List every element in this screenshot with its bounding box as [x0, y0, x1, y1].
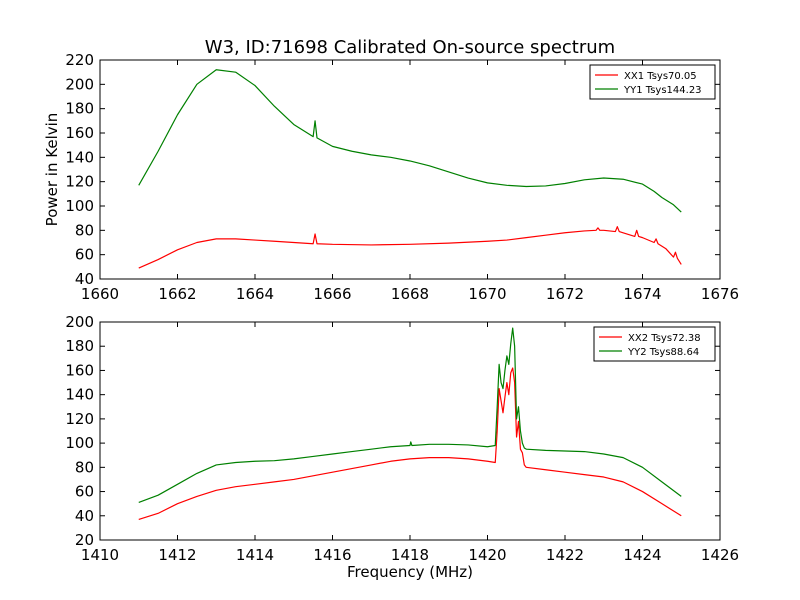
panel-2-xtick-label: 1418 [391, 546, 429, 564]
panel-1-ytick-label: 100 [65, 197, 94, 215]
panel-2-xtick-label: 1426 [701, 546, 739, 564]
panel-2-ytick-label: 140 [65, 386, 94, 404]
panel-2-series-1-line [138, 367, 682, 520]
panel-2-ytick-label: 20 [75, 531, 94, 549]
panel-1-ytick-label: 200 [65, 75, 94, 93]
panel-1-xtick-label: 1660 [81, 285, 119, 303]
panel-1-series-2-line [138, 69, 682, 213]
panel-2-xtick-label: 1420 [468, 546, 506, 564]
panel-1-ytick-label: 40 [75, 270, 94, 288]
panel-2-ytick-label: 120 [65, 410, 94, 428]
panel-2-legend: XX2 Tsys72.38 YY2 Tsys88.64 [593, 326, 716, 362]
panel-1-xtick-label: 1668 [391, 285, 429, 303]
panel-2-ytick-label: 80 [75, 458, 94, 476]
panel-1-ytick-label: 120 [65, 173, 94, 191]
panel-2-ytick-label: 100 [65, 434, 94, 452]
panel-2-ytick-label: 160 [65, 361, 94, 379]
panel-2-x-axis-label: Frequency (MHz) [347, 563, 473, 581]
panel-1-xtick-label: 1674 [623, 285, 661, 303]
panel-1-xtick-label: 1662 [158, 285, 196, 303]
panel-2-ytick-label: 200 [65, 313, 94, 331]
panel-1-xtick-label: 1670 [468, 285, 506, 303]
panel-2-legend-label-2: YY2 Tsys88.64 [627, 347, 699, 358]
panel-2: 1410 1412 1414 1416 1418 1420 1422 1424 1426 20 40… [65, 313, 739, 581]
panel-1-legend-label-2: YY1 Tsys144.23 [623, 85, 702, 96]
panel-2-xtick-label: 1410 [81, 546, 119, 564]
panel-2-series-2-line [138, 327, 682, 504]
panel-2-ytick-label: 40 [75, 507, 94, 525]
panel-1-series-1-line [138, 226, 682, 269]
panel-1-legend-box [589, 64, 716, 100]
panel-2-legend-box [593, 326, 716, 362]
panel-2-legend-label-1: XX2 Tsys72.38 [628, 333, 701, 344]
panel-1-xtick-label: 1664 [236, 285, 274, 303]
panel-2-xtick-label: 1416 [313, 546, 351, 564]
panel-1-xtick-label: 1666 [313, 285, 351, 303]
panel-1-ytick-label: 80 [75, 221, 94, 239]
panel-2-xtick-label: 1424 [623, 546, 661, 564]
panel-1: 1660 1662 1664 1666 1668 1670 1672 1674 1676 40 60… [43, 51, 739, 303]
chart-title: W3, ID:71698 Calibrated On-source spectr… [205, 37, 615, 58]
panel-1-ytick-label: 220 [65, 51, 94, 69]
panel-1-y-axis-label: Power in Kelvin [43, 113, 61, 227]
panel-1-legend-label-1: XX1 Tsys70.05 [624, 71, 697, 82]
panels: 1660 1662 1664 1666 1668 1670 1672 1674 1676 40 60… [43, 51, 739, 581]
panel-1-ytick-label: 60 [75, 246, 94, 264]
panel-2-ytick-label: 180 [65, 337, 94, 355]
panel-1-xtick-label: 1676 [701, 285, 739, 303]
panel-2-xtick-label: 1422 [546, 546, 584, 564]
panel-2-ytick-label: 60 [75, 483, 94, 501]
panel-1-legend: XX1 Tsys70.05 YY1 Tsys144.23 [589, 64, 716, 100]
panel-2-xtick-label: 1412 [158, 546, 196, 564]
panel-1-ytick-label: 180 [65, 100, 94, 118]
panel-2-xtick-label: 1414 [236, 546, 274, 564]
panel-1-ytick-label: 140 [65, 148, 94, 166]
panel-1-ytick-label: 160 [65, 124, 94, 142]
panel-1-xtick-label: 1672 [546, 285, 584, 303]
